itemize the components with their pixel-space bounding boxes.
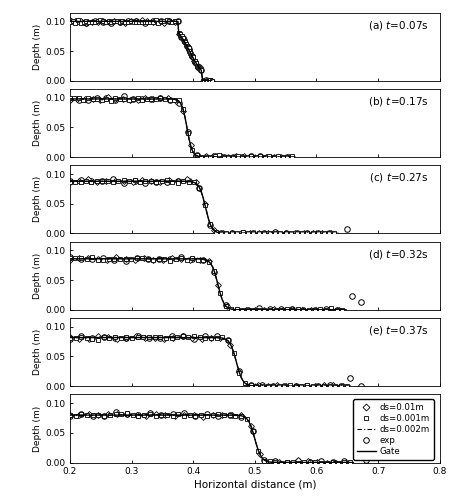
Legend: ds=0.01m, ds=0.001m, ds=0.002m, exp, Gate: ds=0.01m, ds=0.001m, ds=0.002m, exp, Gat…	[353, 400, 433, 460]
Y-axis label: Depth (m): Depth (m)	[33, 329, 42, 375]
Y-axis label: Depth (m): Depth (m)	[33, 252, 42, 299]
Text: (a) $\it{t}$=0.07s: (a) $\it{t}$=0.07s	[368, 18, 428, 32]
Y-axis label: Depth (m): Depth (m)	[33, 24, 42, 70]
Text: (c) $\it{t}$=0.27s: (c) $\it{t}$=0.27s	[369, 172, 428, 184]
Text: (d) $\it{t}$=0.32s: (d) $\it{t}$=0.32s	[368, 248, 428, 260]
Y-axis label: Depth (m): Depth (m)	[33, 406, 42, 452]
Y-axis label: Depth (m): Depth (m)	[33, 100, 42, 146]
Text: (f) $\it{t}$=0.42s: (f) $\it{t}$=0.42s	[371, 400, 428, 413]
Text: (b) $\it{t}$=0.17s: (b) $\it{t}$=0.17s	[368, 95, 428, 108]
X-axis label: Horizontal distance (m): Horizontal distance (m)	[193, 479, 316, 489]
Y-axis label: Depth (m): Depth (m)	[33, 176, 42, 222]
Text: (e) $\it{t}$=0.37s: (e) $\it{t}$=0.37s	[368, 324, 428, 337]
